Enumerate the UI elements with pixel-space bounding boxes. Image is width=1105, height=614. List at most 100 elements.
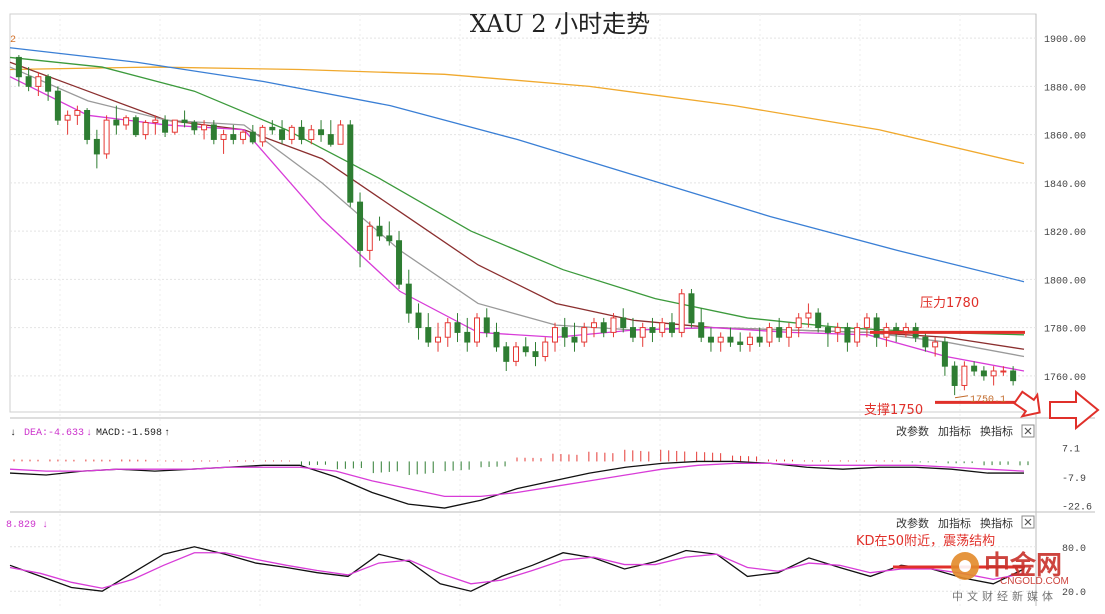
arrow-right-icon: [1049, 389, 1100, 431]
candle-body: [590, 322, 597, 329]
candle-body: [15, 56, 22, 78]
candle-body: [600, 322, 607, 333]
y-tick-label: 1860.00: [1044, 132, 1086, 143]
y-tick-label: 1880.00: [1044, 83, 1086, 94]
candle-body: [581, 327, 588, 343]
macd-y-tick: -7.9: [1062, 474, 1086, 485]
candle-body: [483, 317, 490, 333]
candle-body: [269, 126, 276, 131]
candle-body: [727, 336, 734, 343]
edit-params-button[interactable]: 改参数: [896, 424, 929, 438]
candle-body: [513, 346, 519, 362]
arrow-down-icon: ↓: [10, 428, 16, 439]
candle-body: [405, 283, 412, 314]
candle-body: [103, 119, 110, 155]
candle-body: [279, 129, 286, 140]
candle-body: [844, 327, 851, 343]
candle-body: [737, 341, 744, 345]
candle-body: [425, 327, 432, 343]
candle-body: [376, 225, 383, 237]
annotations: [870, 330, 1025, 569]
switch-indicator-button[interactable]: 换指标: [980, 516, 1013, 530]
price-axis: 1900.00 1880.00 1860.00 1840.00 1820.00 1800.…: [1044, 35, 1086, 384]
candle-body: [649, 327, 656, 333]
panel-frames: [9, 13, 1095, 606]
watermark-brand: 中金网: [984, 550, 1062, 581]
candle-body: [522, 346, 529, 353]
moving-average-line: [9, 66, 1025, 358]
macd-dea-line: [9, 462, 1025, 498]
candle-body: [707, 336, 714, 343]
candle-body: [171, 119, 178, 133]
moving-average-line: [9, 47, 1025, 283]
edit-params-button[interactable]: 改参数: [896, 516, 929, 530]
candle-body: [230, 134, 237, 140]
candle-body: [74, 109, 81, 116]
candle-body: [35, 76, 42, 87]
candle-body: [1010, 370, 1017, 382]
candle-body: [337, 124, 344, 145]
candle-body: [639, 327, 646, 338]
candle-body: [766, 327, 773, 343]
candle-body: [571, 336, 578, 343]
candle-body: [922, 336, 929, 348]
arrow-down-icon: ↓: [42, 520, 48, 531]
candle-body: [201, 124, 208, 131]
moving-averages: [9, 47, 1025, 372]
moving-average-line: [9, 61, 1025, 350]
y-tick-label: 1800.00: [1044, 276, 1086, 287]
candle-body: [785, 327, 792, 338]
kd-y-tick: 20.0: [1062, 588, 1086, 599]
candle-body: [532, 351, 539, 358]
candle-body: [815, 312, 822, 329]
close-icon[interactable]: [1021, 424, 1035, 438]
kd-legend-value: 8.829: [6, 520, 36, 531]
candle-body: [961, 365, 968, 386]
kd-header: 8.829 ↓: [6, 520, 48, 531]
candle-body: [220, 134, 227, 140]
candle-body: [824, 327, 831, 333]
macd-panel: 7.1 -7.9 -22.6: [9, 445, 1092, 513]
y-tick-label: 1820.00: [1044, 228, 1086, 239]
candle-body: [327, 134, 334, 145]
candle-body: [191, 122, 198, 131]
candle-body: [396, 240, 403, 285]
candle-body: [1000, 370, 1007, 373]
candle-body: [435, 336, 442, 343]
candle-body: [951, 365, 958, 386]
candle-body: [162, 119, 169, 133]
resistance-label: 压力1780: [920, 296, 979, 311]
macd-controls: 改参数 加指标 换指标: [896, 424, 1035, 438]
moving-average-line: [9, 56, 1025, 336]
period-label: 2: [10, 35, 16, 46]
candle-body: [873, 317, 880, 338]
switch-indicator-button[interactable]: 换指标: [980, 424, 1013, 438]
candle-body: [93, 138, 100, 155]
close-icon[interactable]: [1021, 515, 1035, 529]
macd-dif-line: [9, 460, 1024, 509]
y-tick-label: 1780.00: [1044, 325, 1086, 336]
candle-body: [123, 117, 130, 126]
candle-body: [854, 327, 861, 343]
candle-body: [610, 317, 617, 333]
candle-body: [474, 317, 481, 343]
price-panel-frame: [9, 13, 1037, 413]
candle-body: [259, 126, 266, 143]
candle-body: [717, 336, 724, 343]
macd-header: ↓ DEA:-4.633 ↓ MACD:-1.598 ↑: [10, 428, 170, 439]
add-indicator-button[interactable]: 加指标: [938, 516, 971, 530]
add-indicator-button[interactable]: 加指标: [938, 424, 971, 438]
candle-body: [298, 126, 305, 140]
arrow-down-icon: ↓: [86, 428, 92, 439]
candle-body: [113, 119, 120, 126]
candle-body: [347, 124, 354, 203]
kd-d-line: [9, 552, 1025, 589]
candle-body: [932, 341, 939, 348]
arrow-up-icon: ↑: [164, 428, 170, 439]
y-tick-label: 1840.00: [1044, 180, 1086, 191]
candle-body: [863, 317, 870, 329]
candle-body: [688, 293, 695, 324]
candle-body: [386, 235, 393, 242]
support-label: 支撑1750: [864, 403, 923, 418]
candle-body: [64, 114, 71, 121]
